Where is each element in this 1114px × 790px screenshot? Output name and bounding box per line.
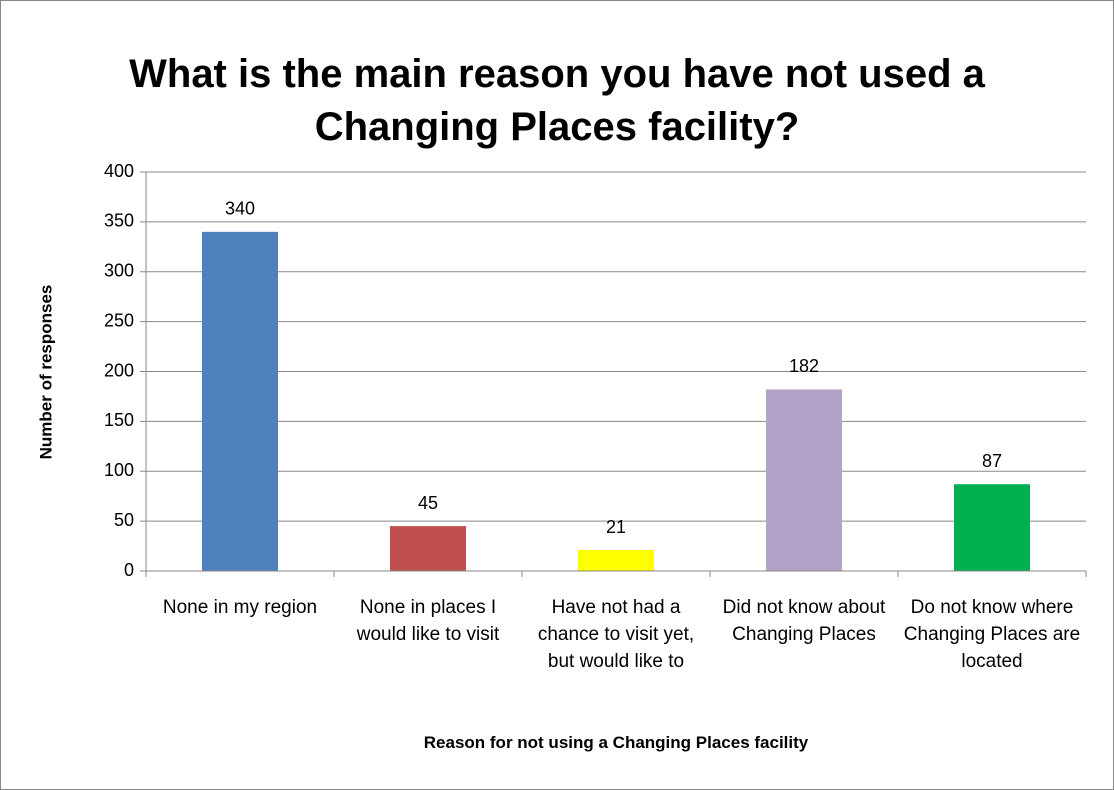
data-label: 45 <box>418 493 438 513</box>
data-label: 21 <box>606 517 626 537</box>
data-label: 182 <box>789 356 819 376</box>
y-tick-label: 150 <box>104 410 134 430</box>
x-axis-label: Reason for not using a Changing Places f… <box>423 733 809 752</box>
y-tick-label: 400 <box>104 161 134 181</box>
y-tick-label: 0 <box>124 560 134 580</box>
x-tick-label: None in my region <box>162 597 318 618</box>
x-tick-label: Have not had a chance to visit yet, but … <box>537 597 695 672</box>
x-tick-label: Do not know where Changing Places are lo… <box>903 597 1081 672</box>
bar <box>954 484 1030 571</box>
y-tick-label: 50 <box>114 510 134 530</box>
x-tick-label: Did not know about Changing Places <box>722 597 886 645</box>
bar <box>202 231 278 571</box>
y-tick-label: 250 <box>104 310 134 330</box>
y-tick-label: 300 <box>104 261 134 281</box>
bar <box>766 389 842 571</box>
y-axis-label: Number of responses <box>36 285 55 460</box>
bar <box>390 526 466 571</box>
bar <box>578 550 654 571</box>
data-label: 340 <box>225 199 255 219</box>
chart-title: What is the main reason you have not use… <box>129 52 985 149</box>
y-tick-label: 350 <box>104 211 134 231</box>
y-tick-label: 200 <box>104 360 134 380</box>
data-label: 87 <box>982 451 1002 471</box>
x-tick-label: None in places I would like to visit <box>356 597 500 645</box>
y-tick-label: 100 <box>104 460 134 480</box>
